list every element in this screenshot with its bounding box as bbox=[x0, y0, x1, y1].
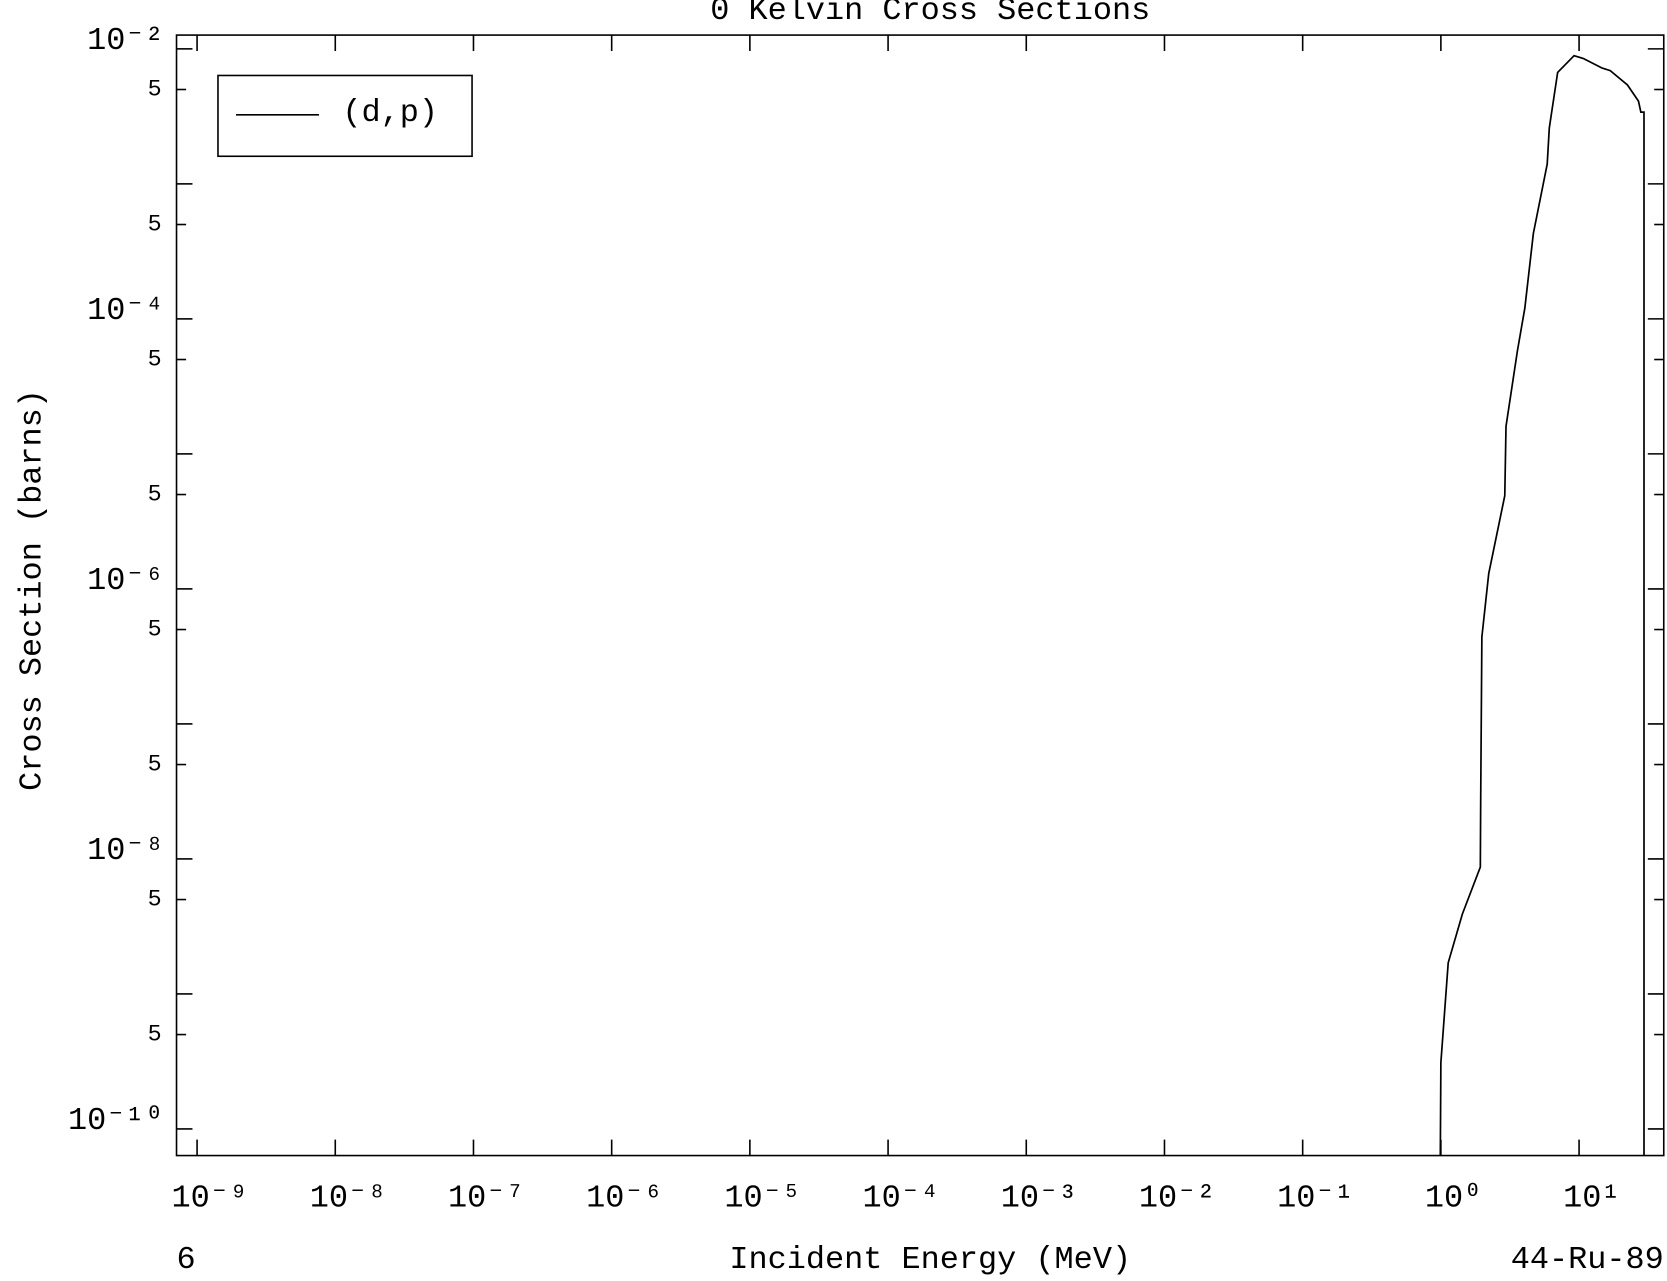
x-tick-label: 10⁻³ bbox=[1001, 1180, 1078, 1217]
y-tick-label: 10⁻⁸ bbox=[87, 832, 164, 869]
y-tick-label: 10⁻⁴ bbox=[87, 292, 164, 329]
x-tick-label: 10⁻⁴ bbox=[863, 1180, 940, 1217]
y-tick-label: 5 bbox=[148, 213, 162, 239]
y-tick-label: 10⁻⁶ bbox=[87, 562, 164, 599]
legend-label: (d,p) bbox=[342, 94, 438, 131]
x-tick-label: 10¹ bbox=[1563, 1180, 1620, 1217]
footer-right: 44-Ru-89 bbox=[1511, 1241, 1664, 1278]
y-tick-label: 5 bbox=[148, 483, 162, 509]
y-tick-label: 5 bbox=[148, 888, 162, 914]
legend-box bbox=[217, 74, 473, 158]
x-tick-label: 10⁻⁵ bbox=[724, 1180, 801, 1217]
plot-area bbox=[1439, 54, 1645, 1156]
x-tick-label: 10⁻⁹ bbox=[172, 1180, 249, 1217]
y-tick-label: 10⁻² bbox=[87, 22, 164, 59]
x-tick-label: 10⁻⁷ bbox=[448, 1180, 525, 1217]
plot-frame bbox=[175, 34, 1665, 1157]
y-tick-label: 5 bbox=[148, 618, 162, 644]
chart-title: 0 Kelvin Cross Sections bbox=[710, 0, 1150, 29]
x-tick-label: 10⁰ bbox=[1425, 1180, 1482, 1217]
x-tick-label: 10⁻⁶ bbox=[586, 1180, 663, 1217]
y-axis-title: Cross Section (barns) bbox=[13, 389, 50, 791]
footer-left: 6 bbox=[177, 1241, 196, 1278]
x-tick-label: 10⁻⁸ bbox=[310, 1180, 387, 1217]
data-line bbox=[1439, 54, 1645, 1156]
legend: (d,p) bbox=[217, 74, 473, 158]
y-tick-label: 10⁻¹⁰ bbox=[68, 1102, 164, 1139]
y-tick-label: 5 bbox=[148, 78, 162, 104]
x-tick-label: 10⁻¹ bbox=[1277, 1180, 1354, 1217]
x-tick-label: 10⁻² bbox=[1139, 1180, 1216, 1217]
y-tick-label: 5 bbox=[148, 1023, 162, 1049]
x-axis-title: Incident Energy (MeV) bbox=[729, 1241, 1131, 1278]
y-tick-label: 5 bbox=[148, 348, 162, 374]
y-tick-label: 5 bbox=[148, 753, 162, 779]
